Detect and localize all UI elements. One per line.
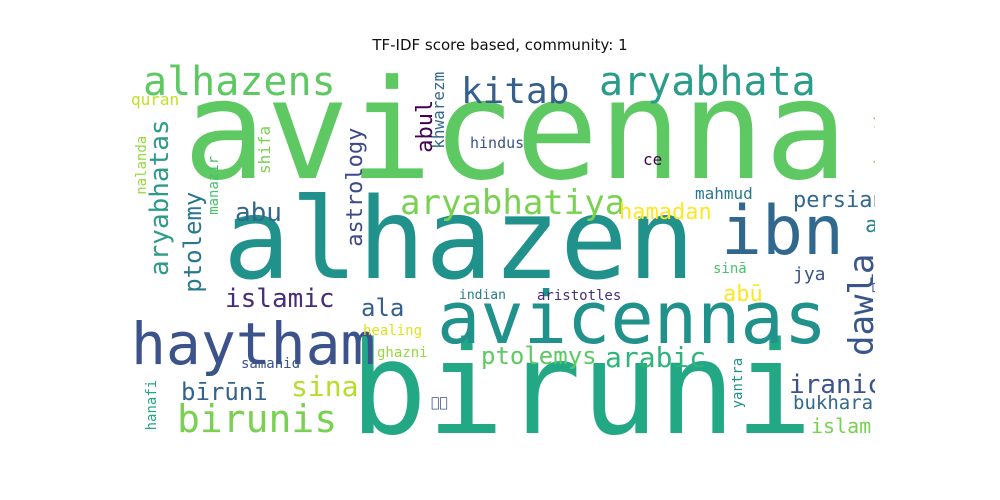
word-43: aristotles [537,288,622,304]
word-5: ibn [721,192,844,271]
word-14: arabic [605,341,707,374]
word-cloud: avicenna alhazen biruni avicennas haytham ibn… [125,60,875,440]
word-18: abu [235,198,282,228]
word-34: khwarezm [429,71,448,149]
word-45: healing [363,323,423,339]
word-38: hindus [470,134,525,152]
word-25: haythams [871,77,875,165]
word-15: bīrūnī [181,378,268,406]
word-8: kitab [461,71,570,112]
word-27: al [865,213,875,238]
word-33: mahmud [695,184,753,203]
word-10: aryabhatiya [400,183,626,223]
word-4: haytham [131,310,376,378]
word-2: biruni [350,315,813,441]
word-37: quran [131,90,180,109]
word-24: hamadan [619,200,712,225]
word-40: nalanda [134,135,150,195]
word-39: manazir [206,155,222,215]
word-31: ray􏿽ān [869,260,875,326]
chart-title: TF-IDF score based, community: 1 [372,36,628,54]
word-42: sinā [713,261,747,277]
word-19: ptolemy [179,191,207,293]
word-0: avicenna [183,60,848,211]
word-44: indian [459,288,506,303]
word-35: shifa [255,125,274,174]
word-6: alhazens [143,60,336,105]
word-29: bukhara [793,392,874,414]
word-23: ala [361,294,405,322]
word-9: birunis [177,397,338,440]
word-7: aryabhata [599,60,816,105]
word-47: samanid [241,356,301,372]
word-16: sina [291,370,359,403]
word-3: avicennas [437,276,828,360]
word-22: ptolemys [481,342,597,370]
word-36: ce [643,150,663,169]
word-41: yantra [730,357,746,409]
word-1: alhazen [223,175,696,305]
word-12: aryabhatas [145,119,175,276]
word-13: islamic [225,284,335,314]
word-49: 􏿽􏿽 [431,395,448,411]
word-17: iranica [789,370,875,400]
word-32: jya [793,264,826,285]
word-20: astrology [343,127,368,247]
word-48: hanafi [144,379,160,431]
word-21: persian [793,188,875,213]
word-28: abū [723,282,763,307]
word-30: islam [811,414,872,438]
word-46: ghazni [377,345,428,361]
